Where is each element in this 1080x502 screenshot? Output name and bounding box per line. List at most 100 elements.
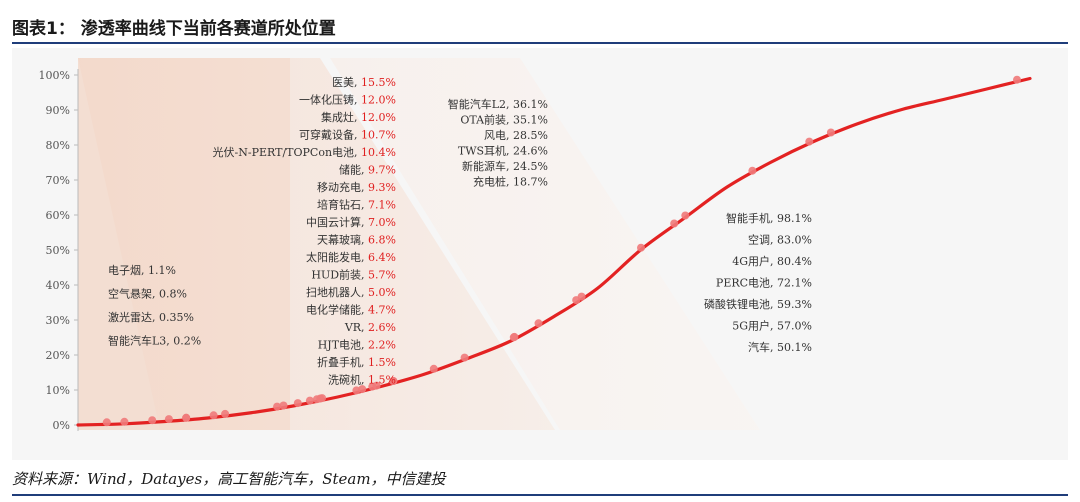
track-name: 移动充电, (317, 180, 368, 194)
data-point (637, 243, 645, 252)
track-value: 24.6% (513, 145, 548, 158)
track-value: 0.8% (159, 288, 187, 301)
track-name: HUD前装, (311, 268, 368, 282)
early-stage-label: 激光雷达, 0.35% (108, 310, 194, 324)
track-name: 洗碗机, (328, 373, 368, 387)
track-name: 可穿戴设备, (299, 128, 361, 142)
data-point (1013, 75, 1021, 84)
data-point (273, 402, 282, 411)
data-point (293, 399, 302, 408)
early-stage-label: 电子烟, 1.1% (108, 263, 176, 277)
track-value: 0.2% (173, 335, 201, 348)
track-name: 太阳能发电, (306, 250, 368, 264)
track-value: 18.7% (513, 176, 548, 189)
track-value: 7.0% (368, 216, 396, 229)
y-tick-label: 30% (46, 314, 70, 327)
emerging-stage-label: 医美, 15.5% (332, 76, 396, 89)
y-tick-label: 40% (46, 279, 70, 292)
track-name: PERC电池, (716, 277, 777, 290)
track-name: 扫地机器人, (306, 285, 368, 299)
track-name: 中国云计算, (306, 215, 368, 229)
growth-stage-label: TWS耳机, 24.6% (458, 144, 548, 158)
data-point (510, 332, 519, 341)
growth-stage-label: 智能汽车L2, 36.1% (448, 97, 548, 111)
track-name: 电子烟, (108, 263, 148, 277)
growth-stage-label: 风电, 28.5% (484, 129, 548, 142)
emerging-stage-label: VR, 2.6% (344, 321, 396, 334)
growth-stage-label: 新能源车, 24.5% (462, 159, 548, 173)
track-name: 4G用户, (732, 254, 777, 268)
emerging-stage-label: 中国云计算, 7.0% (306, 215, 396, 229)
y-tick-label: 90% (46, 104, 70, 117)
track-value: 57.0% (777, 320, 812, 333)
track-name: 一体化压铸, (299, 93, 361, 107)
source-divider (12, 494, 1068, 496)
emerging-stage-label: HJT电池, 2.2% (318, 339, 396, 352)
track-name: 空气悬架, (108, 287, 159, 301)
data-point (209, 411, 218, 420)
track-value: 1.5% (368, 374, 396, 387)
data-point (148, 416, 157, 425)
mature-stage-label: 汽车, 50.1% (748, 340, 812, 354)
y-tick-label: 70% (46, 174, 70, 187)
track-value: 80.4% (777, 255, 812, 268)
emerging-stage-label: 扫地机器人, 5.0% (306, 285, 396, 299)
data-point (826, 128, 835, 137)
shade-band-mid (330, 58, 760, 430)
track-name: 充电桩, (473, 175, 513, 189)
track-value: 36.1% (513, 98, 548, 111)
y-tick-label: 80% (46, 139, 70, 152)
track-value: 1.5% (368, 356, 396, 369)
track-value: 0.35% (159, 311, 194, 324)
track-name: 新能源车, (462, 159, 513, 173)
data-point (318, 394, 327, 403)
track-value: 98.1% (777, 212, 812, 225)
track-value: 6.4% (368, 251, 396, 264)
data-point (748, 166, 757, 175)
track-value: 59.3% (777, 298, 812, 311)
data-point (358, 385, 367, 394)
emerging-stage-label: 培育钻石, 7.1% (317, 198, 396, 212)
track-value: 83.0% (777, 234, 812, 247)
track-name: 激光雷达, (108, 310, 159, 324)
track-value: 10.7% (361, 129, 396, 142)
track-name: HJT电池, (318, 339, 368, 352)
track-name: OTA前装, (460, 113, 513, 127)
source-note: 资料来源：Wind，Datayes，高工智能汽车，Steam，中信建投 (12, 470, 446, 488)
data-point (102, 418, 111, 427)
track-value: 9.7% (368, 164, 396, 177)
track-name: 折叠手机, (317, 355, 368, 369)
figure-title: 图表1： 渗透率曲线下当前各赛道所处位置 (12, 19, 336, 39)
track-name: 天幕玻璃, (317, 233, 368, 247)
y-tick-label: 20% (46, 349, 70, 362)
penetration-curve (76, 76, 1032, 427)
data-point (372, 381, 381, 390)
track-name: 5G用户, (732, 319, 777, 333)
data-point (164, 415, 173, 424)
data-point (805, 137, 814, 146)
emerging-stage-label: 折叠手机, 1.5% (317, 355, 396, 369)
data-point (221, 409, 230, 418)
track-value: 12.0% (361, 111, 396, 124)
track-value: 9.3% (368, 181, 396, 194)
track-name: 智能汽车L2, (448, 97, 513, 111)
track-name: 培育钻石, (317, 198, 368, 212)
mature-stage-label: 磷酸铁锂电池, 59.3% (704, 297, 812, 311)
early-stage-label: 空气悬架, 0.8% (108, 287, 187, 301)
y-tick-label: 100% (39, 69, 70, 82)
emerging-stage-label: 一体化压铸, 12.0% (299, 93, 396, 107)
track-value: 5.7% (368, 269, 396, 282)
emerging-stage-label: 洗碗机, 1.5% (328, 373, 396, 387)
data-point (681, 211, 690, 220)
track-value: 28.5% (513, 129, 548, 142)
emerging-stage-label: 移动充电, 9.3% (317, 180, 396, 194)
track-name: 智能手机, (726, 211, 777, 225)
data-point (460, 353, 469, 362)
emerging-stage-label: 可穿戴设备, 10.7% (299, 128, 396, 142)
emerging-stage-label: 天幕玻璃, 6.8% (317, 233, 396, 247)
emerging-stage-label: 储能, 9.7% (339, 163, 396, 177)
data-point (389, 377, 398, 385)
track-name: 风电, (484, 129, 513, 142)
data-point (120, 417, 129, 426)
early-stage-label: 智能汽车L3, 0.2% (108, 334, 201, 348)
